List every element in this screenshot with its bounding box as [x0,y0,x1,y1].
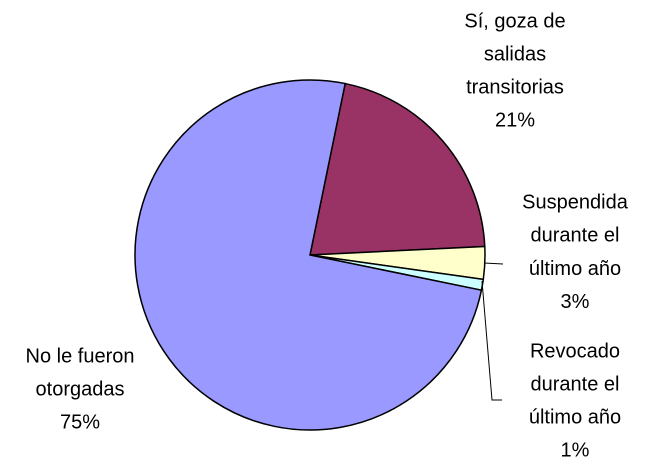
pie-slice [309,82,486,256]
slice-label: durante el [531,225,620,247]
slice-value-label: 1% [561,439,590,459]
slice-label: No le fueron [26,345,135,367]
slice-label: Sí, goza de [464,10,565,32]
slice-label: salidas [484,43,546,65]
leader-line [483,262,504,265]
slice-label: transitorias [466,76,564,98]
slice-label: durante el [531,373,620,395]
slice-label: otorgadas [36,378,125,400]
leader-line [481,280,502,401]
slice-label: Suspendida [522,191,629,213]
slice-value-label: 75% [60,411,100,433]
slice-label: último año [529,258,621,280]
slice-label: último año [529,406,621,428]
slice-label: Revocado [530,340,620,362]
slice-value-label: 3% [561,291,590,313]
pie-slice [134,79,483,431]
slice-value-label: 21% [495,109,535,131]
